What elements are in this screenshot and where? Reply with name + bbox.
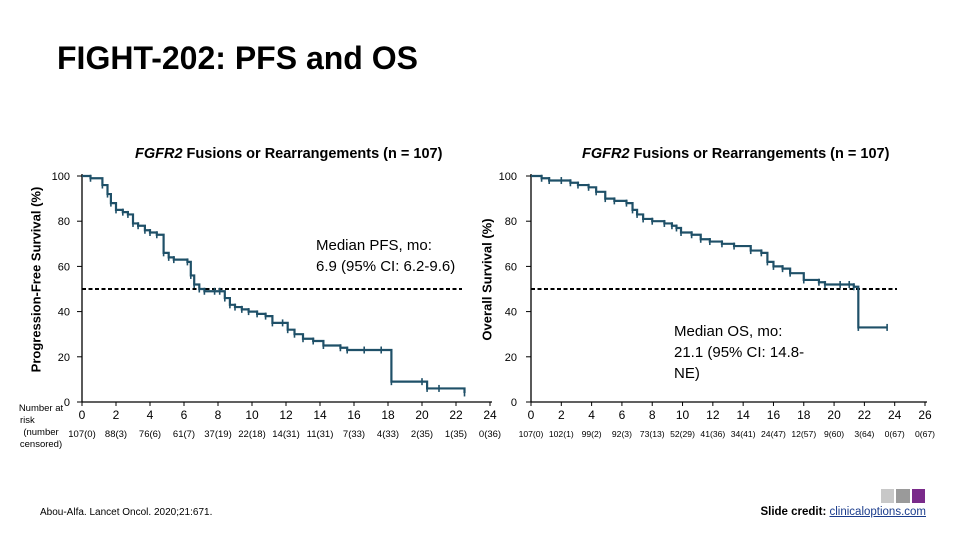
pfs-risk-value: 7(33)	[343, 429, 365, 440]
os-x-tick-label: 26	[918, 408, 932, 422]
os-risk-value: 34(41)	[731, 429, 756, 439]
pfs-y-tick-label: 20	[58, 352, 70, 364]
os-risk-value: 102(1)	[549, 429, 574, 439]
pfs-x-tick-label: 14	[313, 408, 327, 422]
pfs-y-tick-label: 60	[58, 261, 70, 273]
pfs-x-tick-label: 20	[415, 408, 429, 422]
pfs-x-tick-label: 8	[215, 408, 222, 422]
os-risk-value: 0(67)	[885, 429, 905, 439]
os-x-tick-label: 20	[827, 408, 841, 422]
os-x-tick-label: 18	[797, 408, 811, 422]
logo-square-3	[911, 489, 925, 503]
os-title-rest: Fusions or Rearrangements (n = 107)	[629, 146, 890, 162]
os-title-gene: FGFR2	[582, 146, 630, 162]
os-x-tick-label: 16	[767, 408, 781, 422]
pfs-risk-value: 0(36)	[479, 429, 501, 440]
os-risk-value: 73(13)	[640, 429, 665, 439]
os-median-line-2: 21.1 (95% CI: 14.8-	[674, 344, 805, 361]
os-risk-value: 41(36)	[700, 429, 725, 439]
pfs-risk-value: 76(6)	[139, 429, 161, 440]
os-risk-value: 12(57)	[791, 429, 816, 439]
pfs-x-tick-label: 10	[245, 408, 259, 422]
pfs-x-tick-label: 12	[279, 408, 293, 422]
pfs-x-tick-label: 16	[347, 408, 361, 422]
pfs-y-tick-label: 100	[52, 171, 70, 183]
pfs-x-tick-label: 24	[483, 408, 497, 422]
risk-label-line-2: risk	[20, 415, 35, 426]
pfs-risk-value: 61(7)	[173, 429, 195, 440]
os-risk-value: 0(67)	[915, 429, 935, 439]
os-y-tick-label: 100	[499, 171, 517, 183]
pfs-risk-value: 4(33)	[377, 429, 399, 440]
pfs-risk-value: 22(18)	[238, 429, 265, 440]
pfs-title-gene: FGFR2	[135, 146, 183, 162]
pfs-median-line-1: Median PFS, mo:	[316, 237, 432, 254]
pfs-title-rest: Fusions or Rearrangements (n = 107)	[182, 146, 443, 162]
pfs-risk-value: 107(0)	[68, 429, 95, 440]
os-y-tick-label: 60	[505, 261, 517, 273]
os-y-tick-label: 40	[505, 307, 517, 319]
pfs-y-tick-label: 40	[58, 307, 70, 319]
os-x-tick-label: 2	[558, 408, 565, 422]
os-x-tick-label: 4	[588, 408, 595, 422]
os-x-tick-label: 6	[619, 408, 626, 422]
cco-logo	[881, 489, 925, 503]
os-median-line-1: Median OS, mo:	[674, 323, 783, 340]
os-survival-curve	[531, 174, 888, 329]
logo-square-1	[881, 489, 895, 503]
pfs-y-tick-label: 80	[58, 216, 70, 228]
risk-table-label: Number at risk (number censored)	[8, 403, 74, 451]
os-x-tick-label: 14	[736, 408, 750, 422]
credit-link[interactable]: clinicaloptions.com	[829, 506, 926, 518]
os-x-tick-label: 24	[888, 408, 902, 422]
os-y-tick-label: 0	[511, 397, 517, 409]
pfs-x-tick-label: 2	[113, 408, 120, 422]
os-x-tick-label: 22	[858, 408, 872, 422]
os-median-line-3: NE)	[674, 365, 700, 382]
pfs-risk-value: 37(19)	[204, 429, 231, 440]
os-risk-value: 24(47)	[761, 429, 786, 439]
os-chart-title: FGFR2 Fusions or Rearrangements (n = 107…	[582, 146, 889, 162]
pfs-x-tick-label: 0	[79, 408, 86, 422]
os-risk-value: 92(3)	[612, 429, 632, 439]
pfs-median-text: Median PFS, mo: 6.9 (95% CI: 6.2-9.6)	[316, 235, 455, 277]
os-median-text: Median OS, mo: 21.1 (95% CI: 14.8- NE)	[674, 321, 804, 384]
risk-label-line-1: Number at	[18, 403, 64, 414]
pfs-chart-title: FGFR2 Fusions or Rearrangements (n = 107…	[135, 146, 442, 162]
os-x-tick-label: 12	[706, 408, 720, 422]
os-y-tick-label: 80	[505, 216, 517, 228]
pfs-risk-value: 14(31)	[272, 429, 299, 440]
risk-label-line-4: censored)	[19, 439, 63, 450]
pfs-risk-value: 1(35)	[445, 429, 467, 440]
slide-credit: Slide credit: clinicaloptions.com	[760, 506, 926, 518]
pfs-risk-value: 11(31)	[307, 429, 334, 440]
os-risk-value: 99(2)	[582, 429, 602, 439]
pfs-y-tick-label: 0	[64, 397, 70, 409]
os-x-tick-label: 8	[649, 408, 656, 422]
pfs-x-tick-label: 4	[147, 408, 154, 422]
pfs-x-tick-label: 18	[381, 408, 395, 422]
pfs-risk-value: 2(35)	[411, 429, 433, 440]
credit-label: Slide credit:	[760, 506, 827, 518]
pfs-risk-value: 88(3)	[105, 429, 127, 440]
os-x-tick-label: 0	[528, 408, 535, 422]
pfs-median-line-2: 6.9 (95% CI: 6.2-9.6)	[316, 258, 456, 275]
os-x-tick-label: 10	[676, 408, 690, 422]
os-y-tick-label: 20	[505, 352, 517, 364]
os-risk-value: 107(0)	[519, 429, 544, 439]
risk-label-line-3: (number	[23, 427, 59, 438]
os-risk-value: 3(64)	[854, 429, 874, 439]
citation: Abou-Alfa. Lancet Oncol. 2020;21:671.	[40, 507, 213, 518]
os-risk-value: 9(60)	[824, 429, 844, 439]
logo-square-2	[896, 489, 910, 503]
pfs-x-tick-label: 6	[181, 408, 188, 422]
pfs-x-tick-label: 22	[449, 408, 463, 422]
pfs-survival-curve	[82, 174, 466, 393]
os-risk-value: 52(29)	[670, 429, 695, 439]
slide-title: FIGHT-202: PFS and OS	[57, 40, 418, 76]
